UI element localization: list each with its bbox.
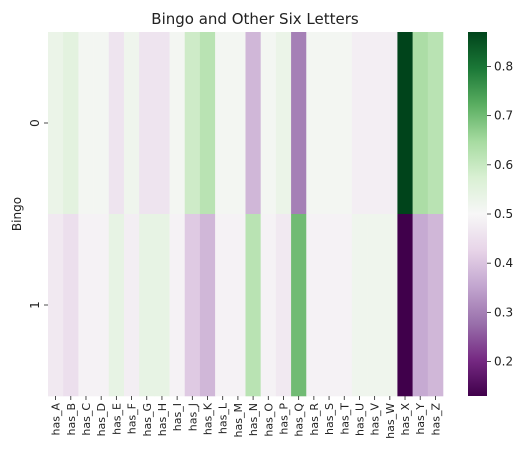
y-tick-label: 0 xyxy=(28,119,42,127)
heatmap-cell xyxy=(139,32,155,215)
heatmap-cell xyxy=(397,32,413,215)
heatmap-cell xyxy=(48,214,64,397)
heatmap-cell xyxy=(412,214,429,397)
y-axis-ticks: 01 xyxy=(28,119,48,309)
heatmap-cell xyxy=(63,32,79,215)
heatmap-cell xyxy=(169,32,186,215)
heatmap-cell xyxy=(427,214,444,397)
colorbar xyxy=(468,32,487,396)
heatmap-cell xyxy=(427,32,444,215)
chart-title: Bingo and Other Six Letters xyxy=(151,10,359,28)
heatmap-cell xyxy=(123,214,140,397)
x-tick-label: has_H xyxy=(156,403,169,436)
x-tick-label: has_W xyxy=(384,403,397,439)
heatmap-cell xyxy=(275,214,292,397)
x-tick-label: has_V xyxy=(369,403,382,436)
x-tick-label: has_L xyxy=(217,402,230,434)
heatmap-cell xyxy=(412,32,429,215)
heatmap-cell xyxy=(108,32,125,215)
colorbar-tick-label: 0.4 xyxy=(494,256,513,270)
heatmap-cell xyxy=(351,214,368,397)
x-tick-label: has_G xyxy=(141,403,154,436)
x-tick-label: has_M xyxy=(232,403,245,437)
heatmap-cell xyxy=(321,214,337,397)
heatmap-cell xyxy=(245,32,261,215)
x-tick-label: has_R xyxy=(308,403,321,436)
heatmap-cell xyxy=(291,32,307,215)
x-tick-label: has_X xyxy=(399,403,412,436)
heatmap-cell xyxy=(321,32,337,215)
x-tick-label: has_S xyxy=(323,403,336,435)
heatmap-cell xyxy=(382,32,398,215)
x-tick-label: has_K xyxy=(202,402,215,435)
heatmap-cell xyxy=(215,32,231,215)
heatmap-cell xyxy=(154,32,170,215)
x-tick-label: has_Y xyxy=(414,403,427,435)
heatmap-cell xyxy=(78,32,94,215)
heatmap-cell xyxy=(275,32,292,215)
x-tick-label: has_B xyxy=(65,403,78,436)
x-tick-label: has_C xyxy=(80,403,93,436)
heatmap-cell xyxy=(139,214,155,397)
heatmap-cell xyxy=(169,214,186,397)
x-tick-label: has_Q xyxy=(293,403,306,437)
x-tick-label: has_U xyxy=(353,403,366,436)
heatmap-cell xyxy=(230,214,246,397)
colorbar-tick-label: 0.6 xyxy=(494,158,513,172)
x-tick-label: has_D xyxy=(95,403,108,436)
heatmap-cell xyxy=(291,214,307,397)
colorbar-tick-label: 0.2 xyxy=(494,355,513,369)
heatmap-cell xyxy=(351,32,368,215)
heatmap-cell xyxy=(230,32,246,215)
y-axis-label: Bingo xyxy=(10,197,24,231)
heatmap-cell xyxy=(93,214,110,397)
heatmap-cell xyxy=(199,214,216,397)
heatmap-cell xyxy=(397,214,413,397)
heatmap-cell xyxy=(336,214,353,397)
x-tick-label: has_I xyxy=(171,403,184,431)
x-tick-label: has_O xyxy=(262,403,275,437)
x-tick-label: has_J xyxy=(186,403,199,431)
x-tick-label: has_P xyxy=(277,403,290,435)
heatmap-cell xyxy=(63,214,79,397)
colorbar-tick-label: 0.7 xyxy=(494,109,513,123)
heatmap-cell xyxy=(93,32,110,215)
heatmap-cell xyxy=(336,32,353,215)
heatmap-cell xyxy=(48,32,64,215)
heatmap-cell xyxy=(367,214,383,397)
colorbar-tick-label: 0.3 xyxy=(494,305,513,319)
heatmap-cell xyxy=(367,32,383,215)
x-axis-ticks: has_A has_B has_C has_D has_E has_F has_G has_H… xyxy=(50,396,442,439)
heatmap-cells xyxy=(48,32,444,397)
y-tick-label: 1 xyxy=(28,301,42,309)
heatmap-cell xyxy=(306,32,322,215)
heatmap-cell xyxy=(199,32,216,215)
heatmap-cell xyxy=(184,214,201,397)
heatmap-cell xyxy=(260,214,277,397)
colorbar-tick-label: 0.8 xyxy=(494,59,513,73)
x-tick-label: has_T xyxy=(338,403,351,435)
heatmap-cell xyxy=(245,214,261,397)
heatmap-cell xyxy=(154,214,170,397)
x-tick-label: has_A xyxy=(50,403,63,436)
heatmap-cell xyxy=(260,32,277,215)
x-tick-label: has_Z xyxy=(429,403,442,436)
heatmap-cell xyxy=(306,214,322,397)
x-tick-label: has_N xyxy=(247,403,260,436)
x-tick-label: has_E xyxy=(110,403,123,435)
heatmap-cell xyxy=(123,32,140,215)
heatmap-cell xyxy=(382,214,398,397)
heatmap-cell xyxy=(78,214,94,397)
heatmap-cell xyxy=(184,32,201,215)
colorbar-ticks: 0.2 0.3 0.4 0.5 0.6 0.7 0.8 xyxy=(487,59,513,369)
heatmap-cell xyxy=(108,214,125,397)
heatmap-cell xyxy=(215,214,231,397)
colorbar-tick-label: 0.5 xyxy=(494,207,513,221)
x-tick-label: has_F xyxy=(126,403,139,434)
